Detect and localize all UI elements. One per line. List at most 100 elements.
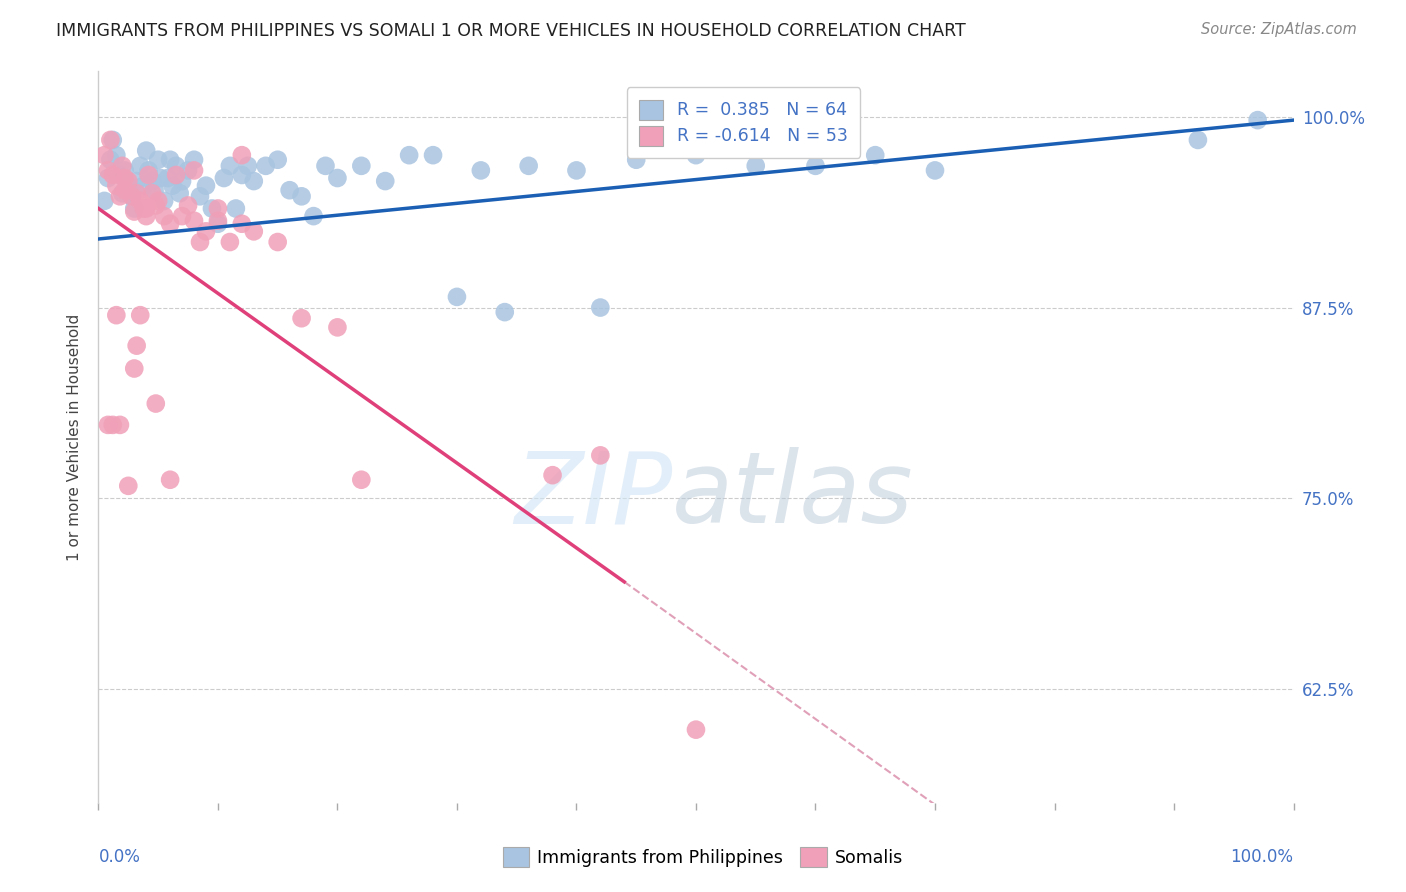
Point: [117, 174, 139, 188]
Point: [121, 189, 143, 203]
Point: [124, 361, 146, 376]
Point: [236, 159, 259, 173]
Point: [924, 163, 946, 178]
Point: [124, 202, 146, 216]
Point: [302, 209, 325, 223]
Point: [129, 194, 152, 208]
Point: [565, 163, 588, 178]
Point: [589, 448, 612, 462]
Point: [188, 235, 211, 249]
Point: [132, 178, 155, 193]
Point: [225, 202, 247, 216]
Point: [177, 198, 200, 212]
Point: [201, 202, 224, 216]
Text: 0.0%: 0.0%: [98, 848, 141, 866]
Point: [212, 171, 235, 186]
Point: [108, 417, 131, 432]
Point: [117, 479, 139, 493]
Point: [231, 217, 253, 231]
Point: [114, 163, 136, 178]
Point: [541, 468, 564, 483]
Point: [183, 153, 205, 167]
Point: [129, 159, 152, 173]
Point: [132, 202, 155, 216]
Point: [159, 217, 181, 231]
Point: [111, 186, 134, 201]
Point: [350, 159, 373, 173]
Point: [97, 417, 120, 432]
Point: [1187, 133, 1209, 147]
Point: [195, 178, 218, 193]
Point: [98, 153, 122, 167]
Point: [162, 178, 184, 193]
Point: [804, 159, 827, 173]
Point: [350, 473, 373, 487]
Text: atlas: atlas: [672, 447, 914, 544]
Point: [254, 159, 277, 173]
Point: [1247, 113, 1270, 128]
Point: [291, 311, 314, 326]
Point: [141, 174, 163, 188]
Point: [125, 186, 148, 201]
Point: [108, 189, 131, 203]
Point: [326, 320, 349, 334]
Point: [101, 417, 124, 432]
Point: [172, 209, 194, 223]
Point: [446, 290, 468, 304]
Point: [105, 148, 128, 162]
Point: [207, 202, 229, 216]
Point: [93, 148, 115, 162]
Point: [243, 224, 266, 238]
Point: [177, 163, 200, 178]
Point: [470, 163, 492, 178]
Point: [101, 133, 124, 147]
Point: [121, 189, 143, 203]
Point: [231, 168, 253, 182]
Point: [188, 189, 211, 203]
Point: [148, 194, 170, 208]
Point: [138, 163, 160, 178]
Point: [105, 308, 128, 322]
Text: IMMIGRANTS FROM PHILIPPINES VS SOMALI 1 OR MORE VEHICLES IN HOUSEHOLD CORRELATIO: IMMIGRANTS FROM PHILIPPINES VS SOMALI 1 …: [56, 22, 966, 40]
Point: [98, 133, 122, 147]
Point: [326, 171, 349, 186]
Point: [494, 305, 516, 319]
Point: [219, 235, 242, 249]
Point: [422, 148, 444, 162]
Point: [138, 168, 160, 182]
Point: [159, 153, 181, 167]
Point: [195, 224, 218, 238]
Point: [108, 168, 131, 182]
Point: [135, 144, 157, 158]
Point: [156, 171, 179, 186]
Point: [114, 183, 136, 197]
Point: [153, 209, 176, 223]
Point: [124, 204, 146, 219]
Point: [865, 148, 887, 162]
Point: [111, 159, 134, 173]
Point: [135, 202, 157, 216]
Text: Source: ZipAtlas.com: Source: ZipAtlas.com: [1201, 22, 1357, 37]
Point: [145, 396, 167, 410]
Point: [97, 163, 120, 178]
Point: [97, 171, 120, 186]
Point: [231, 148, 253, 162]
Point: [149, 171, 172, 186]
Point: [278, 183, 301, 197]
Point: [172, 174, 194, 188]
Point: [165, 159, 187, 173]
Point: [685, 148, 707, 162]
Point: [125, 174, 148, 188]
Point: [745, 159, 768, 173]
Point: [207, 213, 229, 227]
Point: [626, 153, 648, 167]
Legend: R =  0.385   N = 64, R = -0.614   N = 53: R = 0.385 N = 64, R = -0.614 N = 53: [627, 87, 860, 158]
Legend: Immigrants from Philippines, Somalis: Immigrants from Philippines, Somalis: [495, 840, 911, 874]
Text: ZIP: ZIP: [513, 447, 672, 544]
Text: 100.0%: 100.0%: [1230, 848, 1294, 866]
Point: [589, 301, 612, 315]
Point: [125, 339, 148, 353]
Point: [315, 159, 337, 173]
Point: [169, 186, 191, 201]
Point: [117, 178, 139, 193]
